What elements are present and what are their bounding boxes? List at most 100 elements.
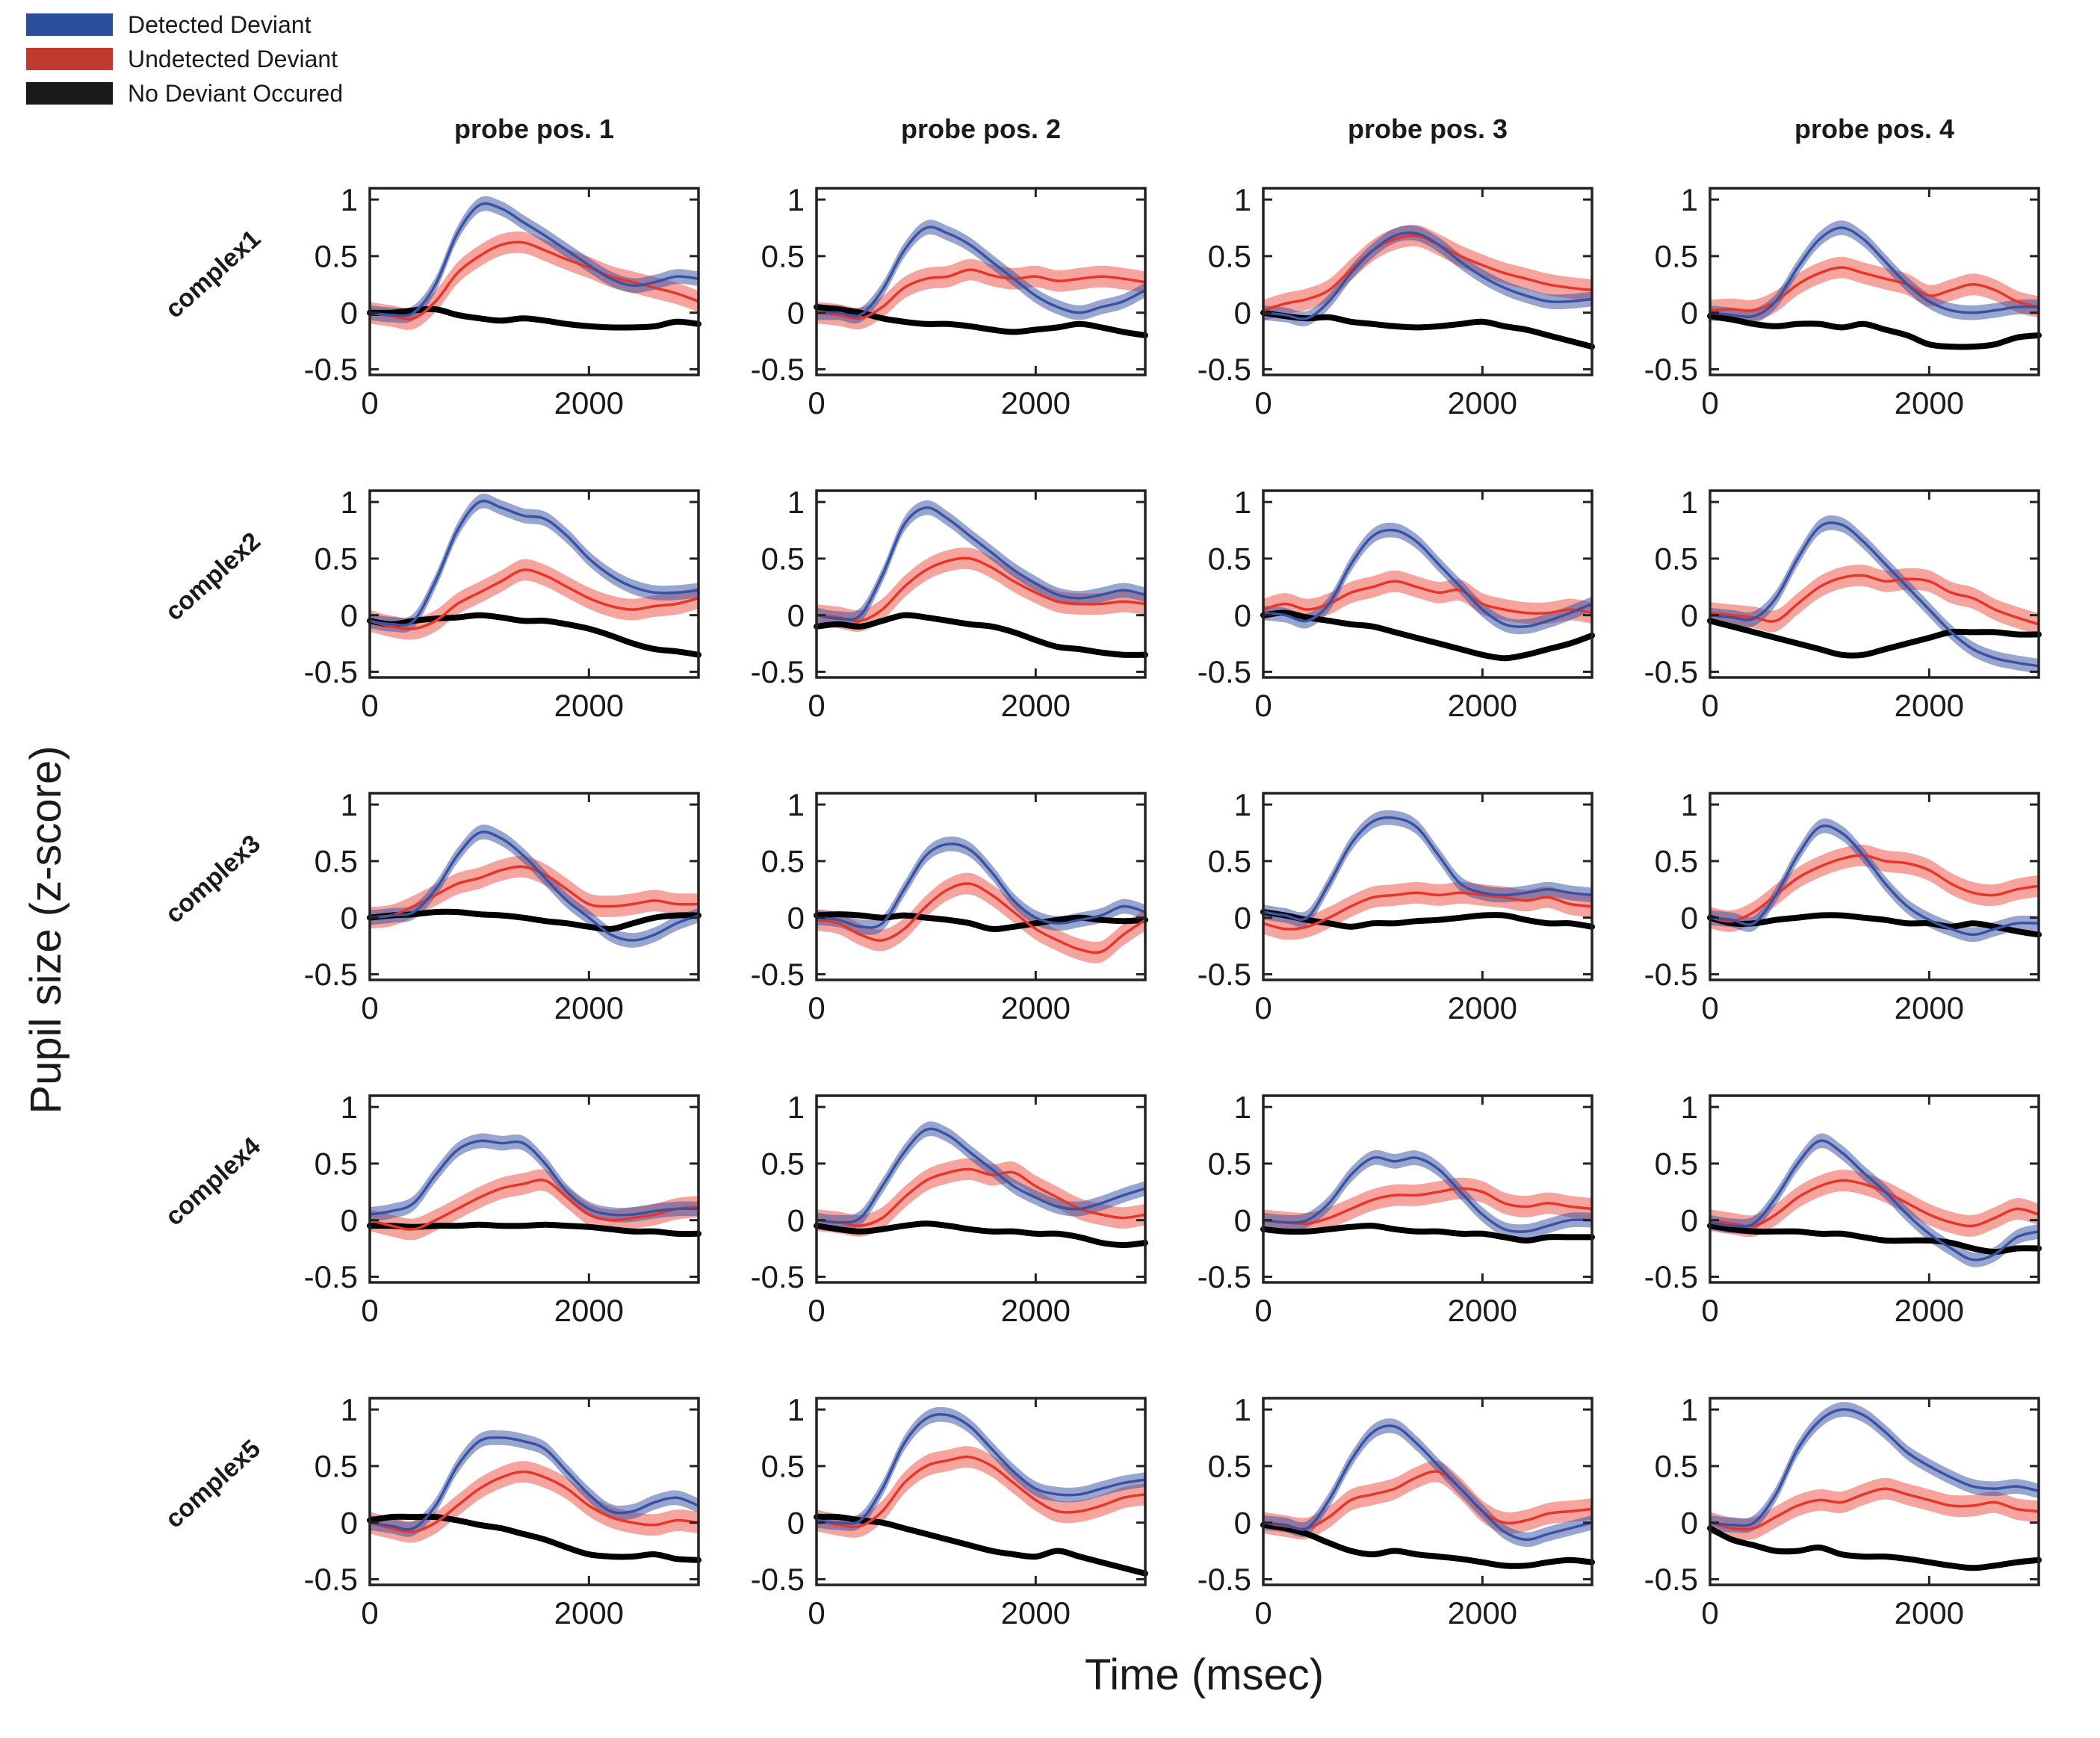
subplot-complex3-pos4: 10.50-0.50 2000: [1644, 787, 2042, 1025]
x-tick-label: 0: [361, 385, 378, 420]
y-tick-label: 0.5: [1208, 541, 1251, 577]
axes-frame: [1709, 1397, 2040, 1586]
y-tick-label: -0.5: [1198, 1259, 1251, 1294]
y-tick-label: -0.5: [1198, 352, 1251, 387]
y-tick-label: 0.5: [1208, 844, 1251, 879]
detected-line: [1263, 1155, 1593, 1233]
x-tick-label: 2000: [1448, 688, 1517, 723]
x-tick-label: 0: [1254, 688, 1272, 723]
x-tick-label: 0: [808, 1595, 825, 1630]
detected-line: [1263, 816, 1593, 922]
y-axis-title: Pupil size (z-score): [22, 745, 70, 1114]
undetected-line: [816, 556, 1146, 623]
x-tick-label: 2000: [1448, 1595, 1517, 1630]
axes-frame: [1262, 1094, 1593, 1284]
y-tick-label: 0.5: [315, 541, 358, 577]
y-tick-label: 0: [341, 1505, 358, 1540]
y-tick-label: 0: [341, 598, 358, 633]
axes-frame: [1262, 489, 1593, 679]
x-tick-label: 2000: [1448, 385, 1517, 420]
legend-label: Detected Deviant: [128, 11, 312, 38]
y-tick-label: 1: [787, 787, 805, 822]
x-tick-label: 2000: [554, 385, 624, 420]
y-tick-label: -0.5: [751, 1259, 805, 1294]
detected-band: [1263, 1418, 1592, 1548]
x-tick-label: 2000: [554, 1293, 624, 1328]
undetected-band: [817, 547, 1145, 632]
x-tick-label: 2000: [1895, 1595, 1964, 1630]
y-tick-label: -0.5: [304, 654, 358, 689]
y-tick-label: 0: [1234, 1505, 1251, 1540]
detected-line: [369, 831, 699, 942]
detected-line: [369, 1436, 699, 1531]
y-tick-label: 0.5: [761, 541, 805, 577]
x-tick-label: 2000: [1895, 1293, 1964, 1328]
legend: Detected Deviant Undetected Deviant No D…: [26, 7, 343, 111]
detected-band: [817, 1121, 1145, 1230]
y-tick-label: 0: [341, 900, 358, 935]
x-tick-label: 0: [361, 1595, 378, 1630]
undetected-line: [816, 882, 1146, 955]
y-tick-label: -0.5: [304, 957, 358, 992]
undetected-line: [1709, 1179, 2039, 1228]
detected-line: [1709, 521, 2039, 668]
y-tick-label: 0: [1681, 900, 1698, 935]
y-tick-label: 0.5: [1655, 1449, 1698, 1484]
y-tick-label: -0.5: [1198, 1562, 1251, 1597]
subplot-complex3-pos2: 10.50-0.50 2000: [751, 787, 1148, 1025]
no-deviant-line: [1707, 618, 2042, 659]
y-tick-label: 1: [1234, 182, 1251, 217]
y-tick-label: 0.5: [315, 1146, 358, 1182]
axes-frame: [1709, 489, 2040, 679]
x-tick-label: 0: [1254, 1595, 1272, 1630]
y-tick-label: -0.5: [1644, 1259, 1698, 1294]
axes-frame: [368, 1094, 700, 1284]
y-tick-label: -0.5: [751, 352, 805, 387]
undetected-line: [1709, 1487, 2039, 1531]
no-deviant-line: [814, 1220, 1148, 1249]
undetected-band: [817, 258, 1145, 329]
y-tick-label: 1: [1234, 1090, 1251, 1125]
undetected-band: [370, 1169, 699, 1241]
y-tick-label: 1: [787, 182, 805, 217]
subplot-complex5-pos1: 10.50-0.50 2000: [304, 1392, 701, 1630]
y-tick-label: -0.5: [1644, 957, 1698, 992]
detected-band: [817, 837, 1145, 935]
x-tick-label: 0: [1701, 385, 1718, 420]
y-tick-label: 0: [1681, 598, 1698, 633]
x-tick-label: 2000: [1001, 1293, 1071, 1328]
x-tick-label: 0: [1701, 688, 1718, 723]
subplot-complex5-pos4: 10.50-0.50 2000: [1644, 1392, 2042, 1630]
y-tick-label: 1: [787, 1392, 805, 1427]
detected-line: [1263, 528, 1593, 628]
legend-item-no-deviant: No Deviant Occured: [26, 76, 343, 111]
y-tick-label: -0.5: [304, 1259, 358, 1294]
y-tick-label: 0.5: [761, 1146, 805, 1182]
y-tick-label: 1: [341, 1392, 358, 1427]
no-deviant-line: [1707, 313, 2042, 350]
subplot-complex1-pos4: 10.50-0.50 2000: [1644, 182, 2042, 420]
detected-line: [369, 202, 699, 317]
detected-line: [369, 500, 699, 627]
x-tick-label: 2000: [1001, 385, 1071, 420]
y-tick-label: 0: [1681, 295, 1698, 330]
no-deviant-line: [1260, 1223, 1595, 1244]
undetected-line: [1263, 1187, 1593, 1226]
y-tick-label: 1: [1681, 1090, 1698, 1125]
x-tick-label: 0: [808, 990, 825, 1025]
subplot-complex2-pos1: 10.50-0.50 2000: [304, 485, 701, 723]
y-tick-label: 1: [1234, 1392, 1251, 1427]
axes-frame: [368, 489, 700, 679]
x-tick-label: 0: [1701, 990, 1718, 1025]
y-tick-label: 0: [787, 295, 805, 330]
y-tick-label: -0.5: [1644, 352, 1698, 387]
subplot-complex4-pos2: 10.50-0.50 2000: [751, 1090, 1148, 1328]
undetected-line: [816, 268, 1146, 320]
axes-frame: [1709, 187, 2040, 376]
y-tick-label: 0.5: [1655, 1146, 1698, 1182]
no-deviant-line: [814, 304, 1148, 338]
subplot-complex2-pos2: 10.50-0.50 2000: [751, 485, 1148, 723]
y-tick-label: 0: [1681, 1202, 1698, 1238]
no-deviant-line: [1707, 1525, 2042, 1571]
undetected-line: [369, 1470, 699, 1533]
